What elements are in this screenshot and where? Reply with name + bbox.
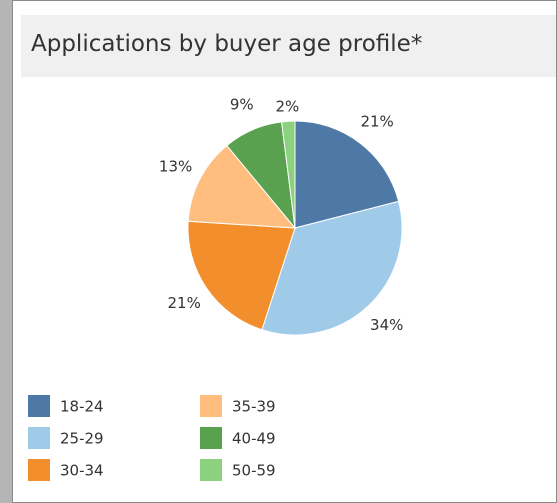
data-label: 21%: [167, 294, 200, 312]
chart-title: Applications by buyer age profile*: [31, 31, 423, 57]
legend-swatch: [200, 427, 222, 449]
legend-swatch: [200, 459, 222, 481]
legend-swatch: [200, 395, 222, 417]
legend-swatch: [28, 427, 50, 449]
pie-slice: [294, 120, 400, 229]
legend-label: 25-29: [60, 430, 104, 448]
data-label: 13%: [159, 158, 192, 176]
legend-label: 35-39: [232, 398, 276, 416]
legend-label: 18-24: [60, 398, 104, 416]
data-label: 9%: [230, 96, 254, 114]
pie-slice: [261, 200, 403, 336]
pie-slice: [187, 220, 296, 331]
legend-label: 30-34: [60, 462, 104, 480]
panel: Applications by buyer age profile*: [12, 0, 557, 503]
legend-swatch: [28, 459, 50, 481]
data-label: 21%: [360, 113, 393, 131]
pie-slice: [187, 144, 297, 229]
data-label: 2%: [276, 98, 300, 116]
data-label: 34%: [370, 316, 403, 334]
legend-label: 50-59: [232, 462, 276, 480]
legend-label: 40-49: [232, 430, 276, 448]
pie-slice: [281, 120, 296, 229]
title-bar: Applications by buyer age profile*: [21, 15, 556, 77]
legend-swatch: [28, 395, 50, 417]
